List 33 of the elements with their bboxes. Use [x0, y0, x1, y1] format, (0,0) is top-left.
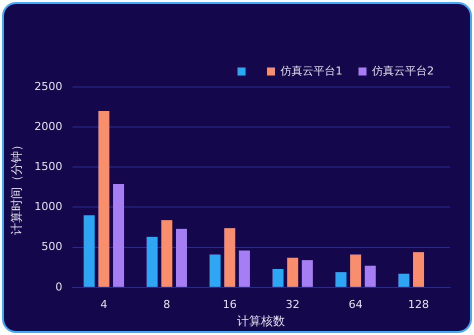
x-tick-label: 64	[348, 298, 363, 311]
y-tick-label: 500	[41, 240, 62, 254]
bar	[364, 266, 376, 287]
bar	[146, 236, 158, 287]
y-axis-title: 计算时间（分钟）	[9, 139, 24, 236]
x-tick-label: 128	[408, 298, 430, 311]
x-tick-label: 32	[286, 298, 300, 311]
legend-label: 仿真云平台1	[280, 64, 343, 78]
bar	[238, 250, 250, 287]
x-tick-label: 16	[222, 298, 237, 311]
bar	[113, 184, 124, 287]
x-axis-title: 计算核数	[237, 314, 286, 328]
bar	[161, 220, 172, 287]
bar	[302, 260, 313, 287]
x-tick-label: 4	[100, 298, 108, 311]
y-tick-label: 1000	[34, 200, 62, 214]
bar	[176, 228, 187, 287]
x-tick-label: 8	[163, 298, 170, 311]
bar	[335, 272, 346, 287]
bar	[272, 268, 284, 287]
bar	[210, 254, 221, 287]
bar	[98, 111, 110, 287]
bar	[84, 215, 95, 287]
y-tick-label: 2000	[34, 120, 62, 133]
bar	[398, 274, 410, 287]
y-tick-label: 1500	[34, 160, 62, 174]
bar	[287, 258, 298, 287]
bar	[413, 252, 424, 287]
bar	[224, 228, 236, 287]
legend-label: 仿真云平台2	[371, 64, 434, 78]
y-tick-label: 0	[55, 280, 62, 294]
y-tick-label: 2500	[34, 80, 62, 93]
bar	[350, 254, 362, 287]
